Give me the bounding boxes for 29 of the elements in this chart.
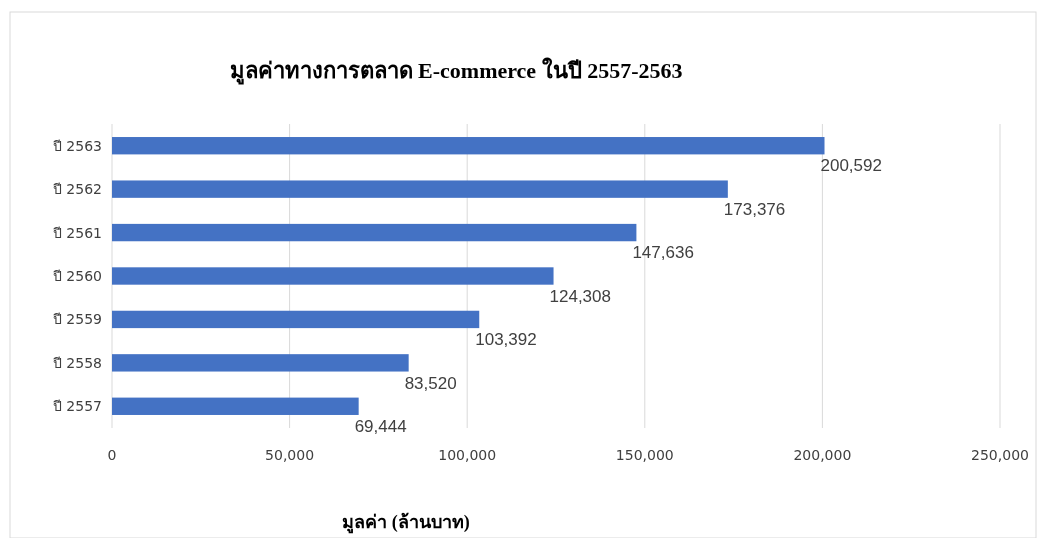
x-tick-label: 100,000 [438, 447, 497, 463]
bar [112, 267, 554, 285]
x-tick-label: 150,000 [615, 447, 674, 463]
data-label: 200,592 [820, 156, 882, 176]
bar [112, 180, 728, 198]
chart-title: มูลค่าทางการตลาด E-commerce ในปี 2557-2563 [229, 57, 683, 85]
bar [112, 223, 637, 242]
x-axis-title: มูลค่า (ล้านบาท) [342, 512, 470, 534]
y-tick-label: ปี 2558 [52, 354, 102, 371]
bar [112, 137, 825, 155]
y-tick-label: ปี 2561 [52, 224, 102, 241]
data-label: 147,636 [632, 243, 694, 263]
bar [112, 310, 480, 329]
bar [112, 354, 409, 372]
y-tick-label: ปี 2559 [52, 311, 102, 328]
data-label: 83,520 [404, 373, 457, 393]
data-label: 173,376 [723, 199, 786, 219]
data-label: 69,444 [354, 416, 407, 436]
x-tick-label: 250,000 [971, 447, 1029, 463]
x-tick-label: 0 [107, 447, 117, 463]
bar [112, 397, 359, 415]
data-label: 124,308 [549, 286, 611, 306]
data-label: 103,392 [475, 330, 537, 350]
x-tick-label: 50,000 [265, 447, 315, 463]
y-tick-label: ปี 2560 [52, 268, 102, 284]
y-tick-label: ปี 2562 [52, 181, 102, 198]
x-tick-label: 200,000 [793, 447, 852, 463]
y-tick-label: ปี 2557 [52, 398, 102, 415]
y-tick-label: ปี 2563 [52, 137, 102, 154]
